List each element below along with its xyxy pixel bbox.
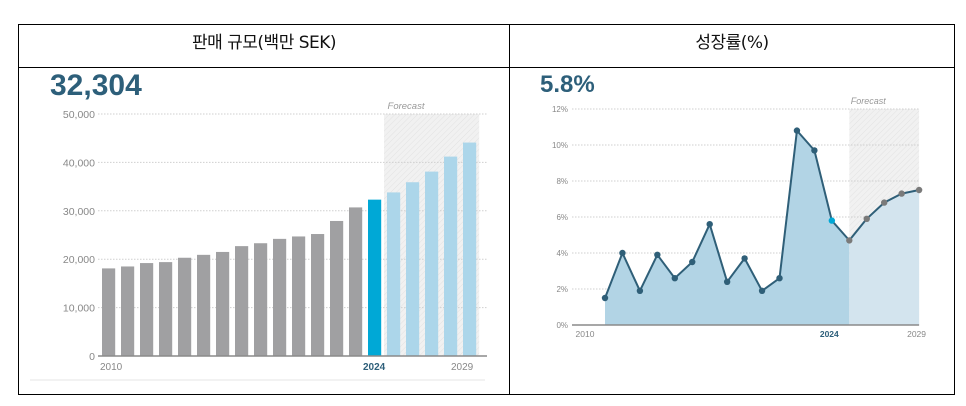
bar-2024 [368,199,382,356]
x-tick-label: 2029 [451,362,474,373]
bar-2018 [254,243,268,356]
bar-2010 [102,268,116,356]
bar-2017 [235,246,249,356]
bar-2020 [292,236,306,356]
y-tick-label: 10,000 [63,303,95,315]
bar-2027 [425,171,439,356]
bar-2021 [311,234,325,356]
bar-2015 [197,254,211,356]
column-divider [509,25,510,394]
sales-headline-value: 32,304 [50,69,142,102]
bar-2011 [121,266,135,356]
bar-2022 [330,220,344,356]
y-tick-label: 40,000 [63,157,95,169]
y-tick-label: 20,000 [63,254,95,266]
bar-2025 [387,192,401,356]
bar-2014 [178,257,192,356]
y-tick-label: 50,000 [63,109,95,121]
x-tick-label: 2024 [363,362,386,373]
bar-2029 [463,142,477,356]
y-tick-label: 30,000 [63,206,95,218]
header-growth-rate: 성장률(%) [695,33,769,53]
header-sales-size: 판매 규모(백만 SEK) [191,33,337,53]
y-tick-label: 0 [89,351,95,363]
bar-2023 [349,207,363,356]
comparison-table: 판매 규모(백만 SEK) 성장률(%) [18,24,955,395]
bar-2012 [140,263,154,356]
bar-2028 [444,156,458,356]
x-tick-label: 2010 [100,362,123,373]
bar-2019 [273,238,287,356]
forecast-label: Forecast [388,101,425,112]
header-divider [19,67,954,68]
bar-2013 [159,262,173,356]
bar-2016 [216,251,230,356]
bar-2026 [406,182,420,356]
